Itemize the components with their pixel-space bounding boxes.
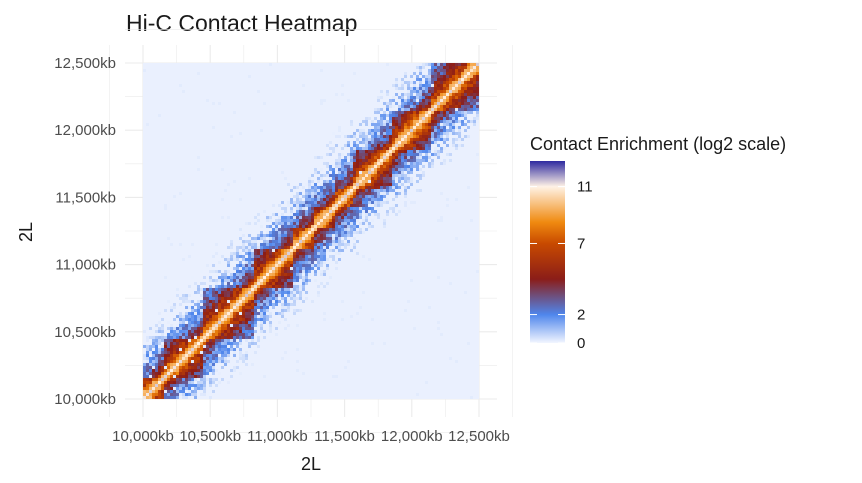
x-tick-label: 12,500kb xyxy=(448,428,510,445)
chart-title: Hi-C Contact Heatmap xyxy=(126,10,357,36)
y-tick-label: 10,000kb xyxy=(54,391,116,408)
color-legend: Contact Enrichment (log2 scale) 0 2 7 11 xyxy=(530,134,786,352)
x-tick-label: 11,000kb xyxy=(247,428,308,445)
legend-tick-label: 11 xyxy=(577,179,593,196)
legend-colorbar xyxy=(530,161,565,343)
y-tick-label: 12,500kb xyxy=(54,55,116,72)
x-tick-label: 10,000kb xyxy=(112,428,174,445)
y-tick-label: 11,500kb xyxy=(55,189,116,206)
legend-ticks: 0 2 7 11 xyxy=(530,179,593,352)
y-tick-label: 11,000kb xyxy=(55,257,116,274)
legend-title: Contact Enrichment (log2 scale) xyxy=(530,134,786,154)
x-tick-label: 12,000kb xyxy=(381,428,443,445)
heatmap-matrix xyxy=(143,63,479,399)
y-tick-label: 12,000kb xyxy=(54,122,116,139)
legend-tick-label: 7 xyxy=(577,235,585,252)
x-axis-title: 2L xyxy=(301,454,321,474)
x-tick-label: 10,500kb xyxy=(179,428,241,445)
y-tick-label: 10,500kb xyxy=(54,324,116,341)
x-axis-ticks: 10,000kb 10,500kb 11,000kb 11,500kb 12,000kb… xyxy=(112,417,510,445)
y-axis-ticks: 10,000kb 10,500kb 11,000kb 11,500kb 12,000kb… xyxy=(54,55,116,408)
x-tick-label: 11,500kb xyxy=(314,428,375,445)
heatmap-cells xyxy=(143,63,479,399)
y-axis-title: 2L xyxy=(16,222,36,242)
legend-tick-label: 0 xyxy=(577,335,585,352)
legend-tick-label: 2 xyxy=(577,307,585,324)
